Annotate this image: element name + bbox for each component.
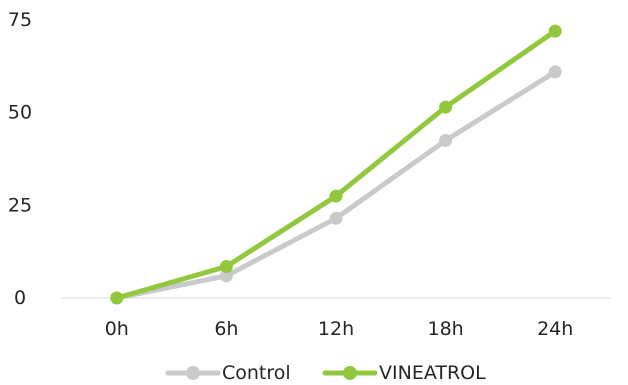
y-tick-label: 50 [8, 102, 32, 124]
data-point-vineatrol [219, 259, 233, 273]
x-tick-label: 24h [537, 318, 573, 340]
data-point-vineatrol [110, 291, 124, 305]
x-tick-label: 18h [427, 318, 463, 340]
y-axis-ticks: 0 25 50 75 [8, 9, 32, 309]
x-axis-ticks: 0h 6h 12h 18h 24h [105, 318, 574, 340]
data-point-control [219, 269, 233, 283]
legend-label-vineatrol: VINEATROL [379, 362, 486, 384]
series-line-control [114, 69, 558, 301]
series-line-vineatrol [114, 28, 558, 301]
legend-item-vineatrol: VINEATROL [322, 362, 486, 384]
x-tick-label: 12h [318, 318, 354, 340]
legend: Control VINEATROL [165, 362, 486, 384]
x-tick-label: 6h [214, 318, 238, 340]
data-point-vineatrol [439, 100, 453, 114]
data-point-control [439, 133, 453, 147]
y-tick-label: 75 [8, 9, 32, 31]
series-control [110, 65, 562, 305]
data-point-control [329, 211, 343, 225]
y-tick-label: 25 [8, 194, 32, 216]
data-point-control [548, 65, 562, 79]
legend-item-control: Control [165, 362, 291, 384]
legend-label-control: Control [222, 362, 291, 384]
x-tick-label: 0h [105, 318, 129, 340]
legend-swatch-marker-control [186, 366, 200, 380]
y-tick-label: 0 [14, 287, 26, 309]
data-point-vineatrol [548, 24, 562, 38]
series-layer [110, 24, 562, 305]
data-point-vineatrol [329, 189, 343, 203]
legend-swatch-marker-vineatrol [343, 366, 357, 380]
series-vineatrol [110, 24, 562, 305]
